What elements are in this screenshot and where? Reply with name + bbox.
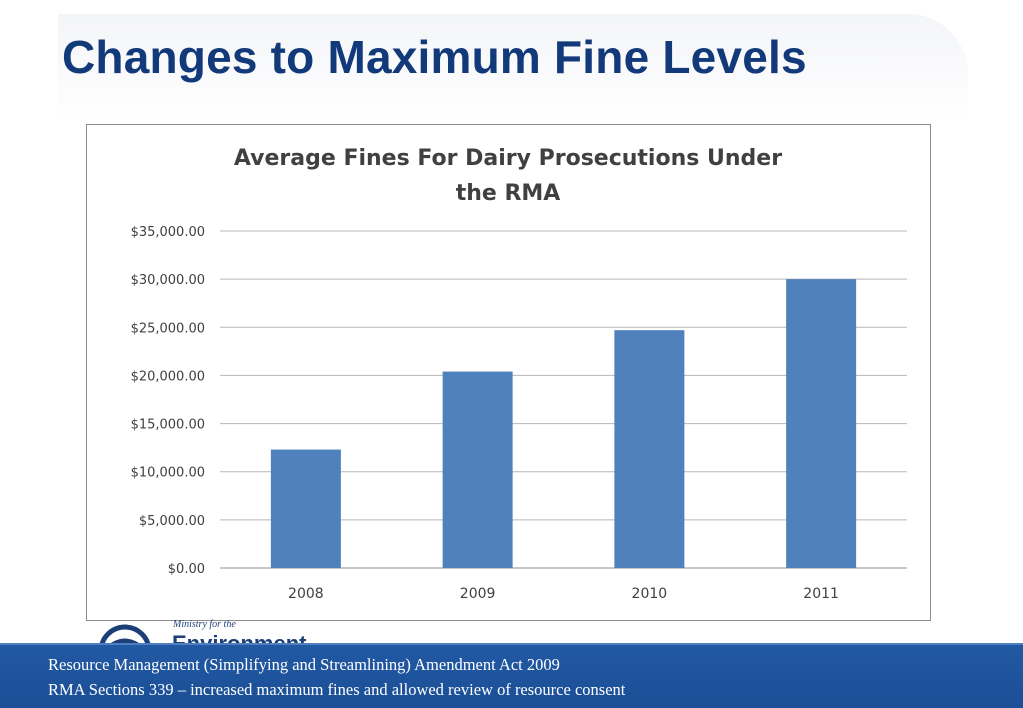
y-tick-label: $0.00 [168, 562, 205, 577]
y-tick-label: $20,000.00 [131, 369, 205, 384]
bar-2010 [614, 330, 685, 568]
chart-title-line-1: Average Fines For Dairy Prosecutions Und… [234, 146, 782, 171]
logo-small-text: Ministry for the [173, 619, 236, 630]
page-title: Changes to Maximum Fine Levels [62, 31, 807, 83]
y-tick-label: $30,000.00 [131, 273, 205, 288]
x-tick-label: 2011 [803, 586, 839, 602]
title-banner [58, 14, 968, 124]
bar-2008 [270, 449, 341, 568]
y-tick-label: $35,000.00 [131, 225, 205, 240]
footer-line-1: Resource Management (Simplifying and Str… [48, 655, 560, 674]
footer-line-2: RMA Sections 339 – increased maximum fin… [48, 680, 626, 699]
y-tick-label: $15,000.00 [131, 418, 205, 433]
y-tick-label: $10,000.00 [131, 466, 205, 481]
bar-2011 [786, 279, 857, 568]
y-tick-label: $25,000.00 [131, 321, 205, 336]
bar-2009 [442, 371, 513, 568]
bar-chart: Average Fines For Dairy Prosecutions Und… [131, 146, 907, 602]
y-axis-ticks: $0.00 $5,000.00 $10,000.00 $15,000.00 $20,00… [131, 225, 205, 577]
x-axis-ticks: 2008 2009 2010 2011 [288, 586, 839, 602]
y-tick-label: $5,000.00 [139, 514, 205, 529]
footer-bar: Resource Management (Simplifying and Str… [0, 643, 1023, 708]
chart-frame: Average Fines For Dairy Prosecutions Und… [86, 124, 931, 621]
x-tick-label: 2009 [460, 586, 496, 602]
chart-title-line-2: the RMA [456, 181, 561, 206]
bars [270, 279, 857, 568]
x-tick-label: 2010 [632, 586, 668, 602]
x-tick-label: 2008 [288, 586, 324, 602]
